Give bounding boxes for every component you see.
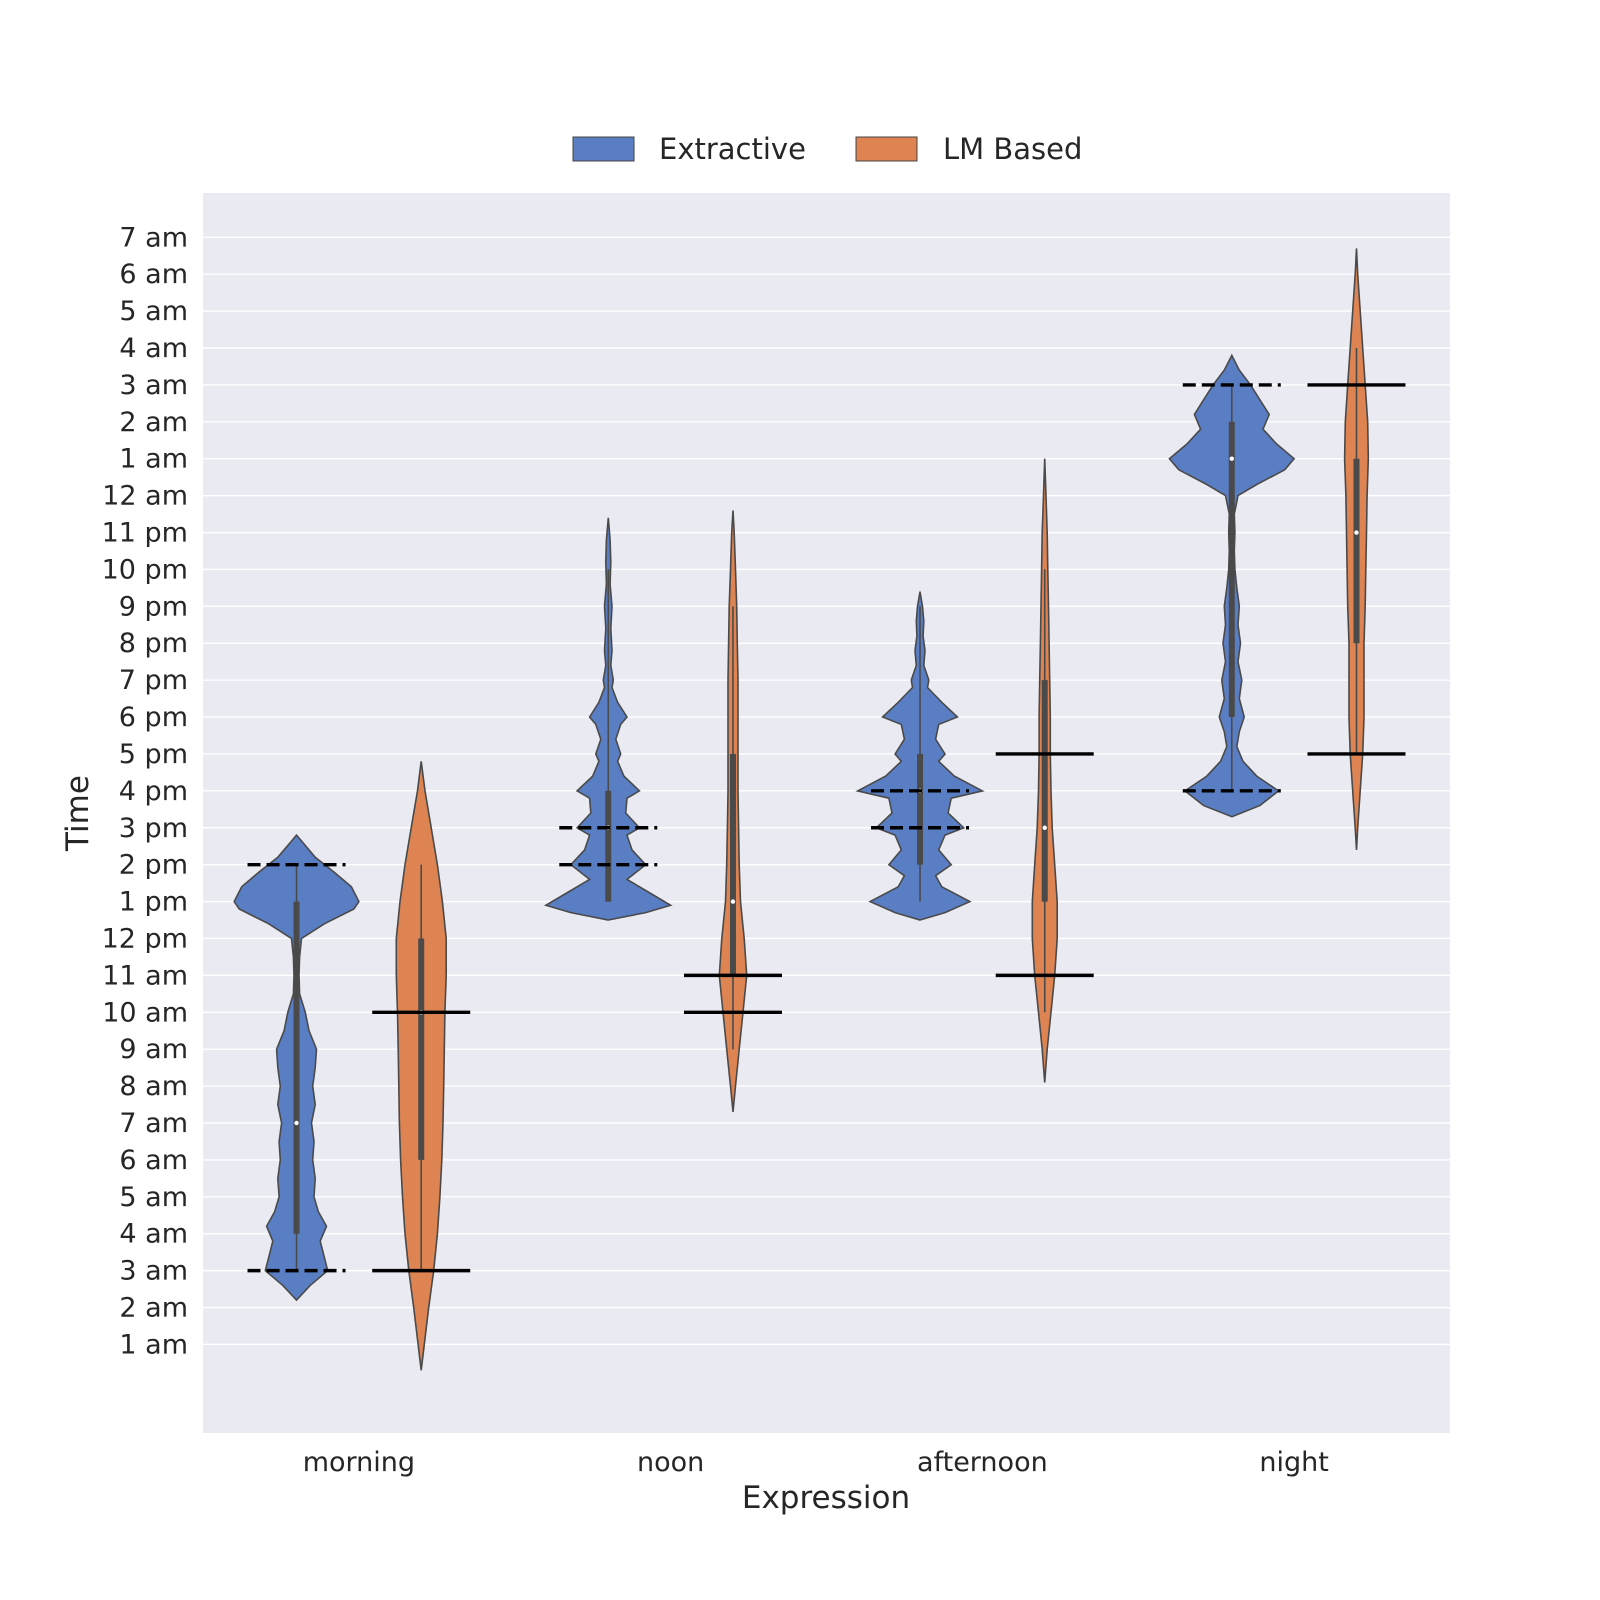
y-tick-label: 11 pm <box>102 518 188 549</box>
x-tick-labels: morning noon afternoon night <box>303 1447 1329 1478</box>
y-tick-label: 5 am <box>119 296 188 327</box>
y-tick-label: 6 am <box>119 259 188 290</box>
violin-median <box>294 1120 299 1126</box>
reference-lines-layer <box>247 383 1406 1273</box>
legend-label-extractive: Extractive <box>659 132 806 166</box>
y-tick-label: 2 am <box>119 407 188 438</box>
y-tick-label: 4 pm <box>119 776 188 807</box>
y-tick-label: 1 am <box>119 444 188 475</box>
y-tick-label: 2 pm <box>119 850 188 881</box>
y-tick-label: 12 am <box>102 481 188 512</box>
legend-swatch-lm-based <box>855 136 918 162</box>
y-tick-label: 1 pm <box>119 887 188 918</box>
y-tick-label: 7 am <box>119 222 188 253</box>
y-tick-label: 10 am <box>102 997 188 1028</box>
y-tick-label: 9 pm <box>119 591 188 622</box>
y-tick-label: 3 pm <box>119 813 188 844</box>
y-tick-label: 7 pm <box>119 665 188 696</box>
legend-label-lm-based: LM Based <box>943 132 1082 166</box>
violin-median <box>1229 456 1234 461</box>
y-tick-label: 1 am <box>119 1329 188 1360</box>
y-tick-label: 8 pm <box>119 628 188 659</box>
violin-median <box>730 899 736 904</box>
y-tick-label: 5 am <box>119 1182 188 1213</box>
x-tick-label: night <box>1259 1447 1328 1478</box>
y-tick-label: 7 am <box>119 1108 188 1139</box>
y-tick-label: 6 pm <box>119 702 188 733</box>
x-axis-label: Expression <box>742 1480 910 1516</box>
y-tick-label: 4 am <box>119 333 188 364</box>
y-tick-label: 6 am <box>119 1145 188 1176</box>
y-tick-label: 3 am <box>119 1256 188 1287</box>
y-tick-label: 9 am <box>119 1034 188 1065</box>
legend-swatch-extractive <box>572 136 635 162</box>
violin-median <box>1042 825 1047 830</box>
y-tick-label: 3 am <box>119 370 188 401</box>
y-tick-labels: 1 am 2 am 3 am 4 am 5 am 6 am 7 am 8 am 9 am 10 a… <box>102 222 188 1360</box>
x-tick-label: noon <box>637 1447 704 1478</box>
y-tick-label: 5 pm <box>119 739 188 770</box>
y-tick-label: 2 am <box>119 1293 188 1324</box>
y-axis-label: Time <box>60 775 96 852</box>
x-tick-label: morning <box>303 1447 415 1478</box>
y-tick-label: 12 pm <box>102 923 188 954</box>
y-tick-label: 4 am <box>119 1219 188 1250</box>
violin-median <box>1354 530 1359 535</box>
x-tick-label: afternoon <box>917 1447 1048 1478</box>
plot-background <box>203 193 1450 1433</box>
y-tick-label: 8 am <box>119 1071 188 1102</box>
legend: Extractive LM Based <box>572 132 1082 166</box>
y-tick-label: 10 pm <box>102 554 188 585</box>
y-tick-label: 11 am <box>102 960 188 991</box>
